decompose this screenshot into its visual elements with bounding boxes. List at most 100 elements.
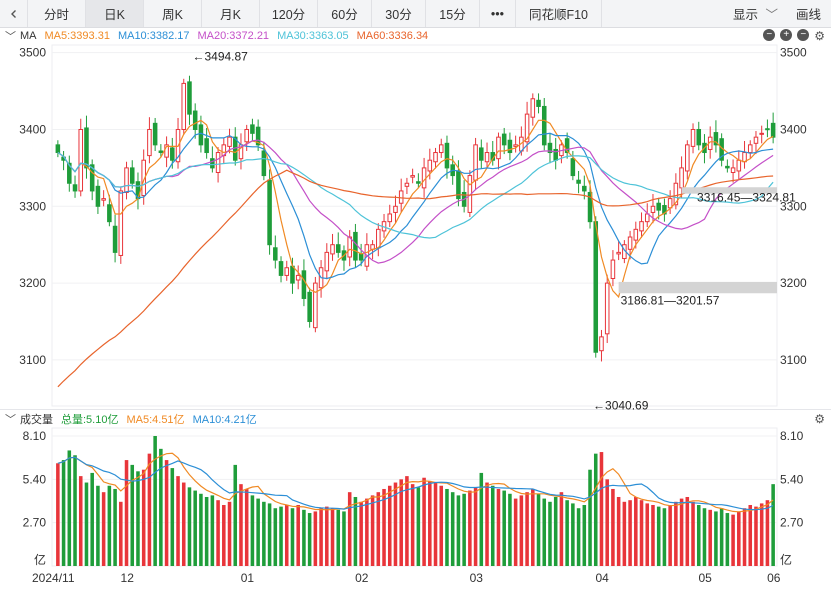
candle-body <box>553 148 558 161</box>
volume_legend-item: MA5:4.51亿 <box>126 413 185 426</box>
volume-bar <box>662 508 667 566</box>
price-y-tick-right: 3100 <box>780 353 807 367</box>
candle-body <box>381 221 387 232</box>
candle-body <box>107 204 112 223</box>
candle <box>61 150 66 171</box>
candle <box>181 78 187 135</box>
collapse-sidebar-icon[interactable] <box>0 0 28 27</box>
volume_legend-item: MA10:4.21亿 <box>192 413 257 426</box>
volume-bar <box>342 511 346 566</box>
candle-body <box>702 142 707 154</box>
candle-body <box>89 164 95 192</box>
candle-body <box>456 170 461 200</box>
candle-body <box>593 221 599 353</box>
tab-4[interactable]: 120分 <box>260 0 318 27</box>
volume-bar <box>656 506 661 566</box>
candle-body <box>250 124 255 134</box>
tab-7[interactable]: 15分 <box>426 0 480 27</box>
volume-bar <box>628 500 632 566</box>
tab-6[interactable]: 30分 <box>372 0 426 27</box>
candle <box>112 214 118 263</box>
candle-body <box>221 144 227 157</box>
x-axis-tick: 02 <box>355 571 369 585</box>
candle-body <box>187 81 192 115</box>
candle <box>307 287 312 328</box>
tab-3[interactable]: 月K <box>202 0 260 27</box>
candle-body <box>370 244 375 250</box>
zoom-in-icon[interactable]: + <box>780 29 793 41</box>
tab-8[interactable]: ••• <box>480 0 516 27</box>
candle-body <box>376 228 381 249</box>
candle <box>599 329 604 362</box>
volume-bar <box>256 498 260 566</box>
volume-bar <box>702 508 707 566</box>
ma-title: MA <box>20 30 37 42</box>
candle-body <box>530 98 536 118</box>
candle-body <box>232 136 238 161</box>
tab-0[interactable]: 分时 <box>28 0 86 27</box>
volume-bar <box>639 500 644 566</box>
candle-body <box>118 190 124 256</box>
x-axis-tick: 2024/11 <box>32 571 75 585</box>
volume-bar <box>433 482 438 566</box>
volume-bar <box>634 496 638 566</box>
volume-bar <box>107 485 112 566</box>
candle <box>227 128 232 154</box>
volume-bar <box>468 490 472 566</box>
tab-2[interactable]: 周K <box>144 0 202 27</box>
candle-body <box>473 144 478 181</box>
candle-body <box>181 82 187 130</box>
settings-gear-icon[interactable]: ⚙ <box>814 29 825 43</box>
support-band-upper <box>681 187 777 194</box>
candle-body <box>341 250 347 261</box>
ma-collapse-icon[interactable]: ﹀ <box>5 31 16 43</box>
candle <box>89 159 95 201</box>
price-y-tick-left: 3400 <box>19 122 46 136</box>
tab-5[interactable]: 60分 <box>318 0 372 27</box>
candle <box>67 155 72 192</box>
volume-collapse-icon[interactable]: ﹀ <box>5 413 16 426</box>
draw-line-button[interactable]: 画线 <box>795 8 821 22</box>
candle <box>719 133 724 167</box>
candle <box>427 148 433 180</box>
candle <box>204 127 209 159</box>
volume-bar <box>164 460 169 566</box>
candle-body <box>719 138 724 161</box>
candle-body <box>662 205 667 215</box>
tab-1[interactable]: 日K <box>86 0 144 27</box>
tab-9[interactable]: 同花顺F10 <box>516 0 602 27</box>
candle-body <box>770 122 776 138</box>
volume-bar <box>416 487 421 566</box>
candle-body <box>284 267 290 276</box>
volume-bar <box>576 508 581 566</box>
candle <box>610 250 616 287</box>
candle <box>330 233 335 261</box>
candle-body <box>633 228 639 241</box>
candle-body <box>313 282 318 329</box>
candle-body <box>713 132 719 146</box>
volume-bar <box>67 450 72 566</box>
volume-bar <box>548 501 552 566</box>
candle-body <box>324 251 330 272</box>
candle <box>524 101 530 152</box>
price-y-tick-right: 3200 <box>780 276 807 290</box>
candle <box>221 137 227 165</box>
candle-body <box>461 191 467 207</box>
candle-body <box>141 159 146 197</box>
zoom-out-icon[interactable]: − <box>763 29 776 41</box>
candle-body <box>404 182 410 187</box>
volume-settings-gear-icon[interactable]: ⚙ <box>814 411 825 426</box>
volume-bar <box>399 479 403 566</box>
volume-bar <box>262 501 266 566</box>
candle <box>267 169 272 255</box>
volume-bar <box>78 476 83 566</box>
display-menu-button[interactable]: 显示 ﹀ <box>733 4 778 23</box>
volume-bar <box>284 505 289 566</box>
volume-y-tick-right: 8.10 <box>780 429 804 443</box>
candle-body <box>147 128 152 157</box>
volume-plot-frame <box>51 427 778 567</box>
close-icon[interactable]: − <box>797 29 810 41</box>
volume-bar <box>405 476 409 566</box>
candle-body <box>255 126 261 146</box>
